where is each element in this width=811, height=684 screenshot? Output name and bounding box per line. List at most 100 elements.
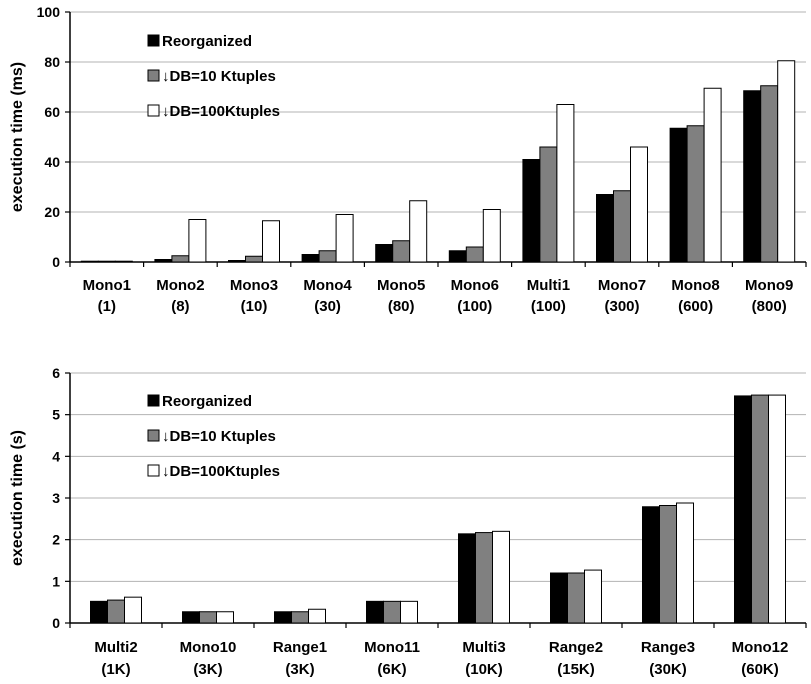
bar--db-100ktuples-7 — [630, 146, 648, 263]
x-tick-label-name: Mono6 — [451, 277, 499, 294]
bar-reorganized-8 — [669, 127, 688, 263]
bar--db-10-ktuples-1 — [199, 611, 217, 624]
bar-reorganized-0 — [80, 260, 99, 263]
bar-reorganized-4 — [458, 533, 476, 624]
bar-reorganized-3 — [301, 254, 320, 263]
bar--db-100ktuples-1 — [188, 219, 207, 263]
x-tick-label-name: Mono7 — [598, 277, 646, 294]
y-tick-label: 100 — [37, 4, 61, 20]
legend-swatch-1 — [147, 69, 160, 82]
x-tick-label-name: Multi2 — [94, 639, 137, 656]
x-tick-label-name: Multi3 — [462, 639, 505, 656]
x-tick-label-count: (100) — [457, 298, 492, 315]
x-tick-label-name: Mono10 — [180, 639, 237, 656]
bar--db-100ktuples-6 — [676, 502, 694, 624]
x-tick-label-count: (8) — [171, 298, 189, 315]
x-tick-label-name: Range3 — [641, 639, 695, 656]
legend-label-0: Reorganized — [162, 393, 252, 410]
x-tick-label-count: (300) — [604, 298, 639, 315]
y-tick-label: 1 — [52, 573, 60, 589]
legend-swatch-2 — [147, 464, 160, 477]
y-tick-label: 20 — [44, 204, 60, 220]
bar--db-100ktuples-9 — [777, 60, 796, 263]
y-tick-label: 6 — [52, 365, 60, 381]
legend-swatch-1 — [147, 429, 160, 442]
x-tick-label-count: (800) — [752, 298, 787, 315]
bar--db-10-ktuples-6 — [659, 505, 677, 624]
y-tick-label: 40 — [44, 154, 60, 170]
bar-reorganized-4 — [375, 244, 394, 263]
x-tick-label-name: Mono4 — [303, 277, 352, 294]
legend-label-1: ↓DB=10 Ktuples — [162, 428, 276, 445]
bar-reorganized-3 — [366, 600, 384, 624]
x-tick-label-name: Mono1 — [83, 277, 131, 294]
x-tick-label-count: (80) — [388, 298, 415, 315]
bar-reorganized-1 — [154, 259, 173, 263]
bar--db-100ktuples-7 — [768, 394, 786, 624]
x-tick-label-count: (60K) — [741, 661, 779, 678]
x-tick-label-count: (1) — [98, 298, 116, 315]
bar-reorganized-9 — [743, 90, 762, 263]
bar--db-100ktuples-4 — [409, 200, 428, 263]
legend-swatch-0 — [147, 394, 160, 407]
legend: Reorganized ↓DB=10 Ktuples ↓DB=100Ktuples — [147, 33, 280, 120]
bar--db-10-ktuples-1 — [171, 255, 190, 263]
bar--db-10-ktuples-7 — [751, 394, 769, 624]
y-tick-label: 2 — [52, 532, 60, 548]
y-tick-label: 3 — [52, 490, 60, 506]
legend-label-2: ↓DB=100Ktuples — [162, 463, 280, 480]
bar-reorganized-7 — [734, 395, 752, 624]
bar--db-10-ktuples-0 — [97, 260, 116, 263]
y-axis-label: execution time (ms) — [9, 62, 26, 212]
bar-reorganized-7 — [596, 194, 614, 263]
bar--db-10-ktuples-9 — [760, 85, 779, 263]
legend-swatch-2 — [147, 104, 160, 117]
bar--db-100ktuples-5 — [584, 569, 602, 624]
bar--db-10-ktuples-3 — [318, 250, 337, 263]
y-tick-label: 4 — [52, 448, 60, 464]
bar-reorganized-2 — [274, 611, 292, 624]
bar--db-100ktuples-3 — [335, 214, 354, 263]
legend: Reorganized ↓DB=10 Ktuples ↓DB=100Ktuples — [147, 393, 280, 480]
x-tick-label-count: (3K) — [285, 661, 314, 678]
bar--db-100ktuples-3 — [400, 600, 418, 624]
x-tick-label-name: Mono9 — [745, 277, 793, 294]
bar--db-100ktuples-1 — [216, 611, 234, 624]
legend-swatch-0 — [147, 34, 160, 47]
x-tick-label-name: Mono11 — [364, 639, 420, 656]
x-tick-label-count: (600) — [678, 298, 713, 315]
bar--db-10-ktuples-7 — [613, 190, 631, 263]
bar--db-100ktuples-5 — [482, 209, 501, 263]
x-tick-label-count: (1K) — [101, 661, 130, 678]
bar--db-100ktuples-2 — [262, 220, 280, 263]
bar--db-10-ktuples-0 — [107, 599, 125, 624]
bar--db-100ktuples-4 — [492, 530, 510, 624]
x-tick-label-name: Mono12 — [732, 639, 789, 656]
y-tick-label: 5 — [52, 407, 60, 423]
x-tick-label-count: (10) — [241, 298, 268, 315]
x-tick-label-count: (6K) — [377, 661, 406, 678]
bar-reorganized-2 — [228, 260, 246, 263]
bar--db-10-ktuples-8 — [686, 125, 705, 263]
bar-reorganized-6 — [522, 159, 541, 263]
bar--db-10-ktuples-2 — [291, 611, 309, 624]
legend-label-0: Reorganized — [162, 33, 252, 50]
bar--db-10-ktuples-5 — [465, 246, 484, 263]
x-tick-label-name: Mono2 — [156, 277, 204, 294]
bar-reorganized-6 — [642, 506, 660, 624]
x-tick-label-count: (30) — [314, 298, 341, 315]
bar--db-100ktuples-2 — [308, 608, 326, 624]
bar--db-10-ktuples-2 — [245, 255, 263, 263]
x-tick-label-count: (100) — [531, 298, 566, 315]
bar--db-100ktuples-8 — [703, 87, 722, 263]
y-tick-label: 0 — [52, 254, 60, 270]
y-tick-label: 0 — [52, 615, 60, 631]
x-tick-label-count: (15K) — [557, 661, 595, 678]
bar-reorganized-1 — [182, 611, 200, 624]
x-tick-label-name: Mono8 — [671, 277, 719, 294]
bar--db-10-ktuples-4 — [475, 532, 493, 624]
x-tick-label-count: (3K) — [193, 661, 222, 678]
bar--db-10-ktuples-5 — [567, 572, 585, 624]
